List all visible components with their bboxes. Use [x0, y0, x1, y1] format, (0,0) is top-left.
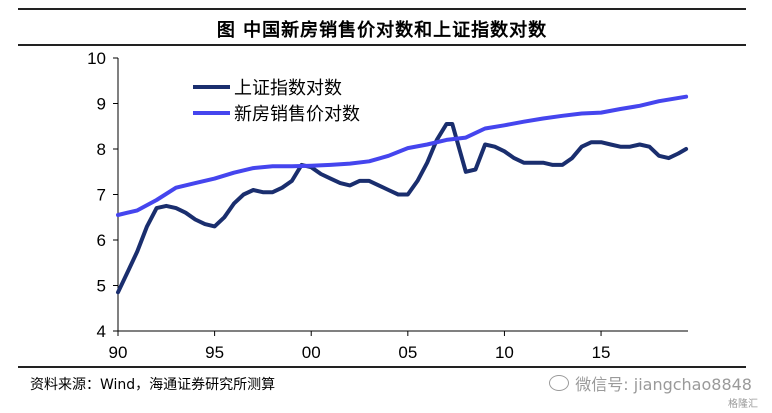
chart-title: 图 中国新房销售价对数和上证指数对数: [216, 20, 548, 41]
source-note: 资料来源：Wind，海通证券研究所测算: [30, 377, 276, 393]
wechat-icon: [549, 375, 570, 391]
x-tick-label: 95: [205, 343, 224, 362]
y-tick-label: 5: [97, 277, 106, 296]
bottom-rule: [18, 366, 746, 368]
x-tick-label: 05: [398, 343, 417, 362]
y-tick-label: 8: [97, 140, 106, 159]
legend-label-1: 新房销售价对数: [234, 104, 360, 124]
series-line-1: [116, 94, 689, 217]
x-tick-label: 15: [592, 343, 611, 362]
series-line-0: [116, 122, 689, 295]
y-tick-label: 9: [97, 95, 106, 114]
chart-series: [116, 94, 689, 295]
x-tick-label: 00: [302, 343, 321, 362]
x-tick-label: 90: [109, 343, 128, 362]
y-tick-label: 4: [97, 322, 106, 341]
watermark-sub: 格隆汇: [728, 399, 758, 410]
chart-axes: 4 5 6 7 8 9 10 90 95 00 05 10 15: [87, 49, 688, 362]
legend-label-0: 上证指数对数: [234, 78, 342, 98]
y-tick-label: 6: [97, 231, 106, 250]
top-rule: [18, 8, 746, 10]
watermark: 微信号: jiangchao8848: [549, 371, 752, 395]
title-rule: [18, 44, 746, 46]
watermark-text: 微信号: jiangchao8848: [575, 375, 752, 394]
x-tick-label: 10: [495, 343, 514, 362]
y-tick-label: 7: [97, 186, 106, 205]
y-tick-label: 10: [87, 49, 106, 68]
